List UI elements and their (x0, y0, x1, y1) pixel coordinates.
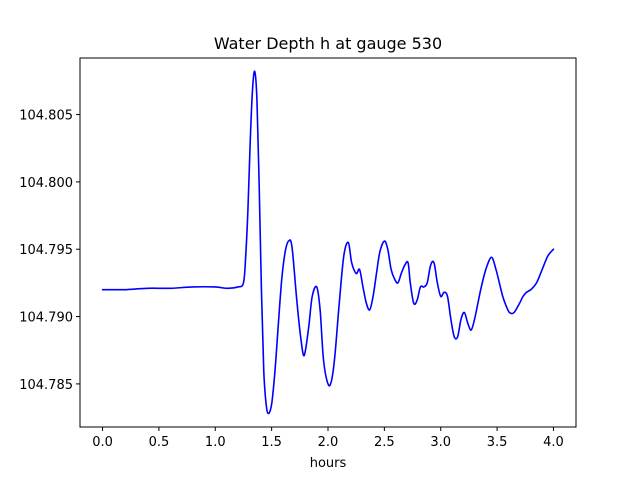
y-tick-label: 104.795 (19, 243, 73, 258)
y-tick-label: 104.790 (19, 311, 73, 326)
y-tick-label: 104.800 (19, 176, 73, 191)
x-axis: 0.0 0.5 1.0 1.5 2.0 2.5 3.0 3.5 4.0 (92, 427, 564, 450)
y-axis: 104.785 104.790 104.795 104.800 104.805 (19, 109, 80, 393)
x-tick-label: 1.5 (261, 435, 282, 450)
x-tick-label: 0.5 (149, 435, 170, 450)
x-tick-label: 2.5 (374, 435, 395, 450)
x-tick-label: 4.0 (543, 435, 564, 450)
x-tick-label: 0.0 (92, 435, 113, 450)
series-line-water-depth (101, 70, 555, 415)
x-tick-label: 3.5 (487, 435, 508, 450)
x-tick-label: 3.0 (430, 435, 451, 450)
y-tick-label: 104.785 (19, 378, 73, 393)
x-tick-label: 2.0 (318, 435, 339, 450)
chart-title: Water Depth h at gauge 530 (214, 34, 442, 53)
y-tick-label: 104.805 (19, 109, 73, 124)
x-tick-label: 1.0 (205, 435, 226, 450)
x-axis-label: hours (310, 456, 347, 471)
